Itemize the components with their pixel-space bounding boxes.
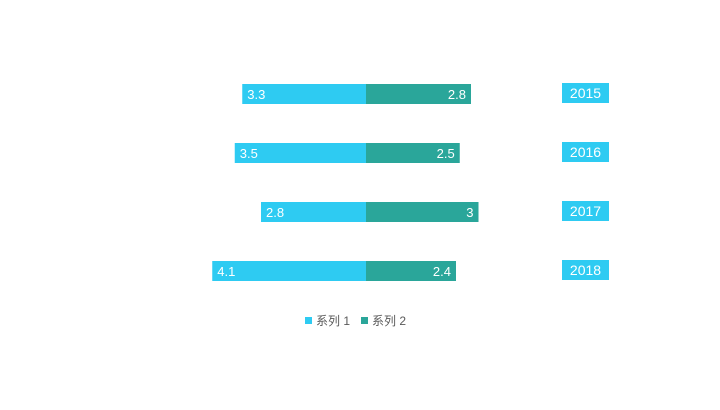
bar-series2-2017 xyxy=(366,202,479,222)
legend-swatch-series1 xyxy=(305,317,312,324)
category-box-2015 xyxy=(562,83,609,103)
data-label-series2-2017: 3 xyxy=(466,205,473,220)
category-label-2015: 2015 xyxy=(570,85,601,101)
bar-series2-2018 xyxy=(366,261,456,281)
bar-series2-2016 xyxy=(366,143,460,163)
data-label-series1-2018: 4.1 xyxy=(217,264,235,279)
bar-series1-2016 xyxy=(234,143,366,163)
category-box-2018 xyxy=(562,260,609,280)
data-label-series2-2018: 2.4 xyxy=(433,264,451,279)
data-label-series1-2017: 2.8 xyxy=(266,205,284,220)
category-box-2016 xyxy=(562,142,609,162)
bar-series1-2018 xyxy=(212,261,366,281)
bar-series2-2015 xyxy=(366,84,471,104)
data-label-series2-2015: 2.8 xyxy=(448,87,466,102)
data-label-series2-2016: 2.5 xyxy=(437,146,455,161)
category-label-2016: 2016 xyxy=(570,144,601,160)
category-label-2018: 2018 xyxy=(570,262,601,278)
data-label-series1-2016: 3.5 xyxy=(240,146,258,161)
legend-label-series2: 系列 2 xyxy=(372,314,406,328)
category-box-2017 xyxy=(562,201,609,221)
data-label-series1-2015: 3.3 xyxy=(247,87,265,102)
bar-series1-2017 xyxy=(261,202,366,222)
legend-swatch-series2 xyxy=(361,317,368,324)
bar-series1-2015 xyxy=(242,84,366,104)
category-label-2017: 2017 xyxy=(570,203,601,219)
legend-label-series1: 系列 1 xyxy=(316,314,350,328)
